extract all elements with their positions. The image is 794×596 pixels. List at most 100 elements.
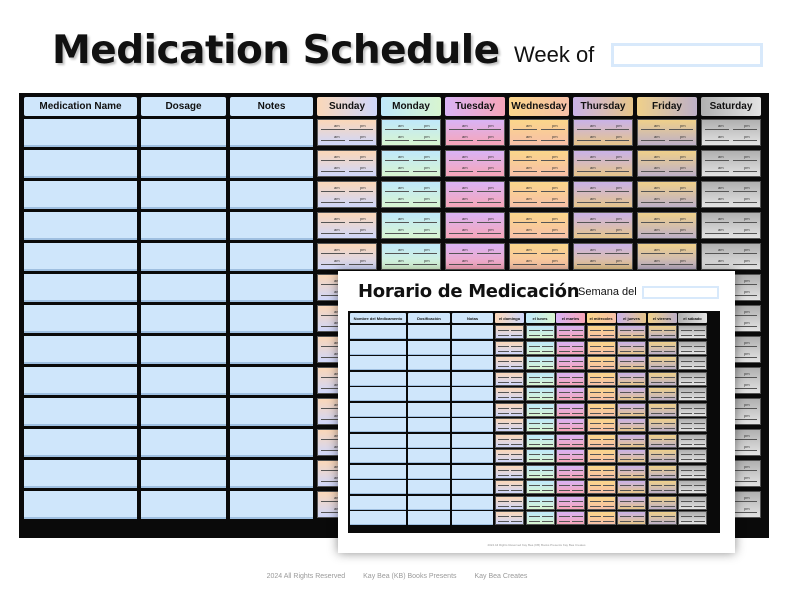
- table-cell[interactable]: [230, 243, 313, 271]
- spanish-dose-cell[interactable]: [556, 325, 585, 339]
- spanish-table-cell[interactable]: [408, 387, 450, 401]
- spanish-dose-cell[interactable]: [617, 371, 646, 386]
- table-cell[interactable]: [141, 398, 226, 426]
- spanish-dose-cell[interactable]: [617, 356, 646, 370]
- spanish-dose-cell[interactable]: [586, 480, 616, 494]
- table-cell[interactable]: [24, 181, 137, 209]
- table-cell[interactable]: [230, 274, 313, 302]
- table-cell[interactable]: [141, 181, 226, 209]
- dose-cell[interactable]: am pm am pm: [637, 181, 697, 208]
- spanish-table-cell[interactable]: [408, 371, 450, 386]
- spanish-dose-cell[interactable]: [556, 387, 585, 401]
- table-cell[interactable]: [230, 336, 313, 364]
- table-cell[interactable]: [24, 274, 137, 302]
- spanish-dose-cell[interactable]: [647, 387, 677, 401]
- spanish-dose-cell[interactable]: [678, 387, 707, 401]
- spanish-table-cell[interactable]: [350, 495, 406, 510]
- spanish-dose-cell[interactable]: [647, 325, 677, 339]
- spanish-dose-cell[interactable]: [647, 356, 677, 370]
- dose-cell[interactable]: am pm am pm: [381, 212, 441, 239]
- spanish-dose-cell[interactable]: [525, 402, 555, 417]
- table-cell[interactable]: [24, 398, 137, 426]
- dose-cell[interactable]: am pm am pm: [573, 119, 633, 146]
- table-cell[interactable]: [141, 305, 226, 333]
- table-cell[interactable]: [141, 336, 226, 364]
- dose-cell[interactable]: am pm am pm: [701, 150, 761, 177]
- spanish-dose-cell[interactable]: [617, 449, 646, 463]
- dose-cell[interactable]: am pm am pm: [573, 181, 633, 208]
- spanish-dose-cell[interactable]: [617, 325, 646, 339]
- spanish-dose-cell[interactable]: [647, 449, 677, 463]
- table-cell[interactable]: [141, 119, 226, 147]
- spanish-table-cell[interactable]: [350, 402, 406, 417]
- spanish-dose-cell[interactable]: [495, 325, 524, 339]
- spanish-table-cell[interactable]: [350, 464, 406, 479]
- spanish-dose-cell[interactable]: [495, 433, 524, 448]
- spanish-dose-cell[interactable]: [678, 371, 707, 386]
- spanish-table-cell[interactable]: [452, 356, 493, 370]
- spanish-dose-cell[interactable]: [525, 371, 555, 386]
- dose-cell[interactable]: am pm am pm: [701, 212, 761, 239]
- table-cell[interactable]: [230, 119, 313, 147]
- spanish-dose-cell[interactable]: [586, 325, 616, 339]
- spanish-dose-cell[interactable]: [617, 418, 646, 432]
- table-cell[interactable]: [24, 150, 137, 178]
- table-cell[interactable]: [141, 367, 226, 395]
- spanish-table-cell[interactable]: [408, 340, 450, 355]
- table-cell[interactable]: [141, 243, 226, 271]
- dose-cell[interactable]: am pm am pm: [381, 181, 441, 208]
- spanish-dose-cell[interactable]: [495, 480, 524, 494]
- dose-cell[interactable]: am pm am pm: [317, 181, 377, 208]
- dose-cell[interactable]: am pm am pm: [509, 243, 569, 270]
- table-cell[interactable]: [24, 212, 137, 240]
- spanish-dose-cell[interactable]: [647, 340, 677, 355]
- spanish-dose-cell[interactable]: [525, 433, 555, 448]
- spanish-dose-cell[interactable]: [586, 371, 616, 386]
- spanish-table-cell[interactable]: [452, 433, 493, 448]
- dose-cell[interactable]: am pm am pm: [445, 212, 505, 239]
- table-cell[interactable]: [230, 398, 313, 426]
- spanish-dose-cell[interactable]: [617, 511, 646, 525]
- table-cell[interactable]: [141, 150, 226, 178]
- spanish-dose-cell[interactable]: [647, 433, 677, 448]
- spanish-dose-cell[interactable]: [678, 356, 707, 370]
- spanish-dose-cell[interactable]: [647, 495, 677, 510]
- spanish-table-cell[interactable]: [350, 449, 406, 463]
- spanish-table-cell[interactable]: [452, 387, 493, 401]
- spanish-dose-cell[interactable]: [525, 495, 555, 510]
- spanish-dose-cell[interactable]: [556, 495, 585, 510]
- spanish-table-cell[interactable]: [452, 340, 493, 355]
- spanish-dose-cell[interactable]: [525, 325, 555, 339]
- spanish-table-cell[interactable]: [350, 433, 406, 448]
- spanish-dose-cell[interactable]: [586, 433, 616, 448]
- dose-cell[interactable]: am pm am pm: [445, 150, 505, 177]
- spanish-dose-cell[interactable]: [586, 340, 616, 355]
- spanish-table-cell[interactable]: [408, 495, 450, 510]
- dose-cell[interactable]: am pm am pm: [637, 150, 697, 177]
- spanish-dose-cell[interactable]: [495, 449, 524, 463]
- spanish-table-cell[interactable]: [452, 325, 493, 339]
- spanish-dose-cell[interactable]: [586, 449, 616, 463]
- spanish-dose-cell[interactable]: [556, 433, 585, 448]
- table-cell[interactable]: [141, 274, 226, 302]
- spanish-dose-cell[interactable]: [678, 511, 707, 525]
- spanish-dose-cell[interactable]: [495, 402, 524, 417]
- spanish-dose-cell[interactable]: [678, 449, 707, 463]
- spanish-dose-cell[interactable]: [556, 371, 585, 386]
- spanish-dose-cell[interactable]: [617, 387, 646, 401]
- spanish-dose-cell[interactable]: [495, 464, 524, 479]
- spanish-table-cell[interactable]: [408, 449, 450, 463]
- spanish-table-cell[interactable]: [408, 325, 450, 339]
- spanish-dose-cell[interactable]: [556, 480, 585, 494]
- spanish-table-cell[interactable]: [350, 480, 406, 494]
- dose-cell[interactable]: am pm am pm: [637, 212, 697, 239]
- spanish-dose-cell[interactable]: [678, 340, 707, 355]
- spanish-dose-cell[interactable]: [495, 340, 524, 355]
- dose-cell[interactable]: am pm am pm: [573, 150, 633, 177]
- spanish-dose-cell[interactable]: [617, 495, 646, 510]
- table-cell[interactable]: [230, 491, 313, 519]
- table-cell[interactable]: [141, 460, 226, 488]
- spanish-table-cell[interactable]: [408, 356, 450, 370]
- spanish-dose-cell[interactable]: [495, 418, 524, 432]
- spanish-dose-cell[interactable]: [617, 480, 646, 494]
